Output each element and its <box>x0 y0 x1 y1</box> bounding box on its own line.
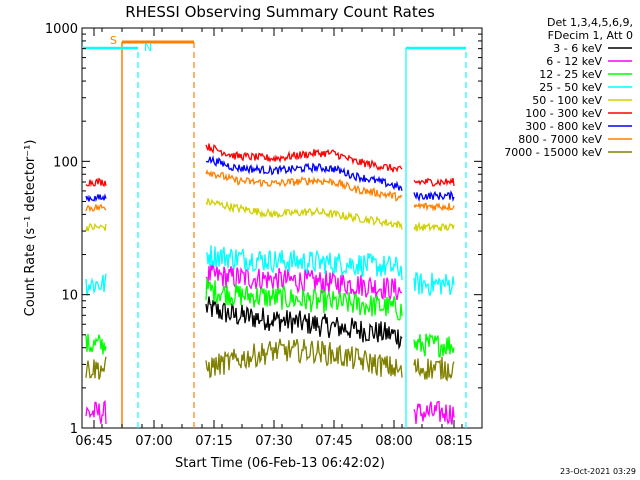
legend-header: FDecim 1, Att 0 <box>548 29 633 42</box>
x-tick-label: 07:15 <box>195 434 232 449</box>
series-line <box>85 193 107 202</box>
legend-label: 100 - 300 keV <box>525 107 602 120</box>
legend-label: 25 - 50 keV <box>539 81 602 94</box>
series-line <box>205 143 403 173</box>
legend-label: 3 - 6 keV <box>553 42 602 55</box>
legend: Det 1,3,4,5,6,9,FDecim 1, Att 03 - 6 keV… <box>504 16 633 159</box>
legend-label: 12 - 25 keV <box>539 68 602 81</box>
x-axis: 06:45 07:00 07:15 07:30 07:45 08:00 08:15 <box>75 28 483 449</box>
y-axis: 1 10 100 1000 <box>45 22 482 437</box>
night-label: N <box>144 41 152 54</box>
series-line <box>413 401 455 426</box>
series-line <box>413 272 455 297</box>
series-line <box>205 338 403 379</box>
chart-title: RHESSI Observing Summary Count Rates <box>125 3 435 21</box>
series-line <box>205 198 403 230</box>
series-line <box>85 333 107 355</box>
series-line <box>205 245 403 281</box>
y-tick-label: 1 <box>70 422 78 437</box>
y-tick-label: 10 <box>61 289 78 304</box>
series-line <box>413 332 455 358</box>
y-tick-label: 100 <box>53 155 78 170</box>
x-tick-label: 07:30 <box>255 434 292 449</box>
series-line <box>85 177 107 188</box>
legend-label: 50 - 100 keV <box>532 94 602 107</box>
series-line <box>205 169 403 202</box>
timestamp: 23-Oct-2021 03:29 <box>560 467 636 476</box>
intervals-layer: SN <box>82 34 467 428</box>
y-tick-label: 1000 <box>45 22 78 37</box>
series-line <box>205 296 403 350</box>
series-line <box>85 203 107 213</box>
saa-label: S <box>110 34 117 47</box>
series-line <box>413 221 455 232</box>
series-line <box>413 202 455 212</box>
series-line <box>85 399 107 425</box>
series-line <box>85 273 107 296</box>
legend-header: Det 1,3,4,5,6,9, <box>547 16 633 29</box>
series-line <box>205 278 403 321</box>
series-line <box>85 356 107 380</box>
x-axis-label: Start Time (06-Feb-13 06:42:02) <box>175 456 385 471</box>
x-tick-label: 07:45 <box>315 434 352 449</box>
legend-label: 6 - 12 keV <box>546 55 602 68</box>
series-line <box>413 356 455 382</box>
series-layer <box>85 143 455 426</box>
legend-label: 800 - 7000 keV <box>518 133 602 146</box>
x-tick-label: 07:00 <box>135 434 172 449</box>
y-axis-label: Count Rate (s⁻¹ detector⁻¹) <box>23 140 38 317</box>
legend-label: 300 - 800 keV <box>525 120 602 133</box>
x-tick-label: 08:15 <box>435 434 472 449</box>
legend-label: 7000 - 15000 keV <box>504 146 602 159</box>
x-tick-label: 06:45 <box>75 434 112 449</box>
x-tick-label: 08:00 <box>375 434 412 449</box>
series-line <box>205 155 403 191</box>
series-line <box>413 189 455 203</box>
series-line <box>85 222 107 232</box>
series-line <box>413 177 455 187</box>
series-line <box>205 263 403 302</box>
